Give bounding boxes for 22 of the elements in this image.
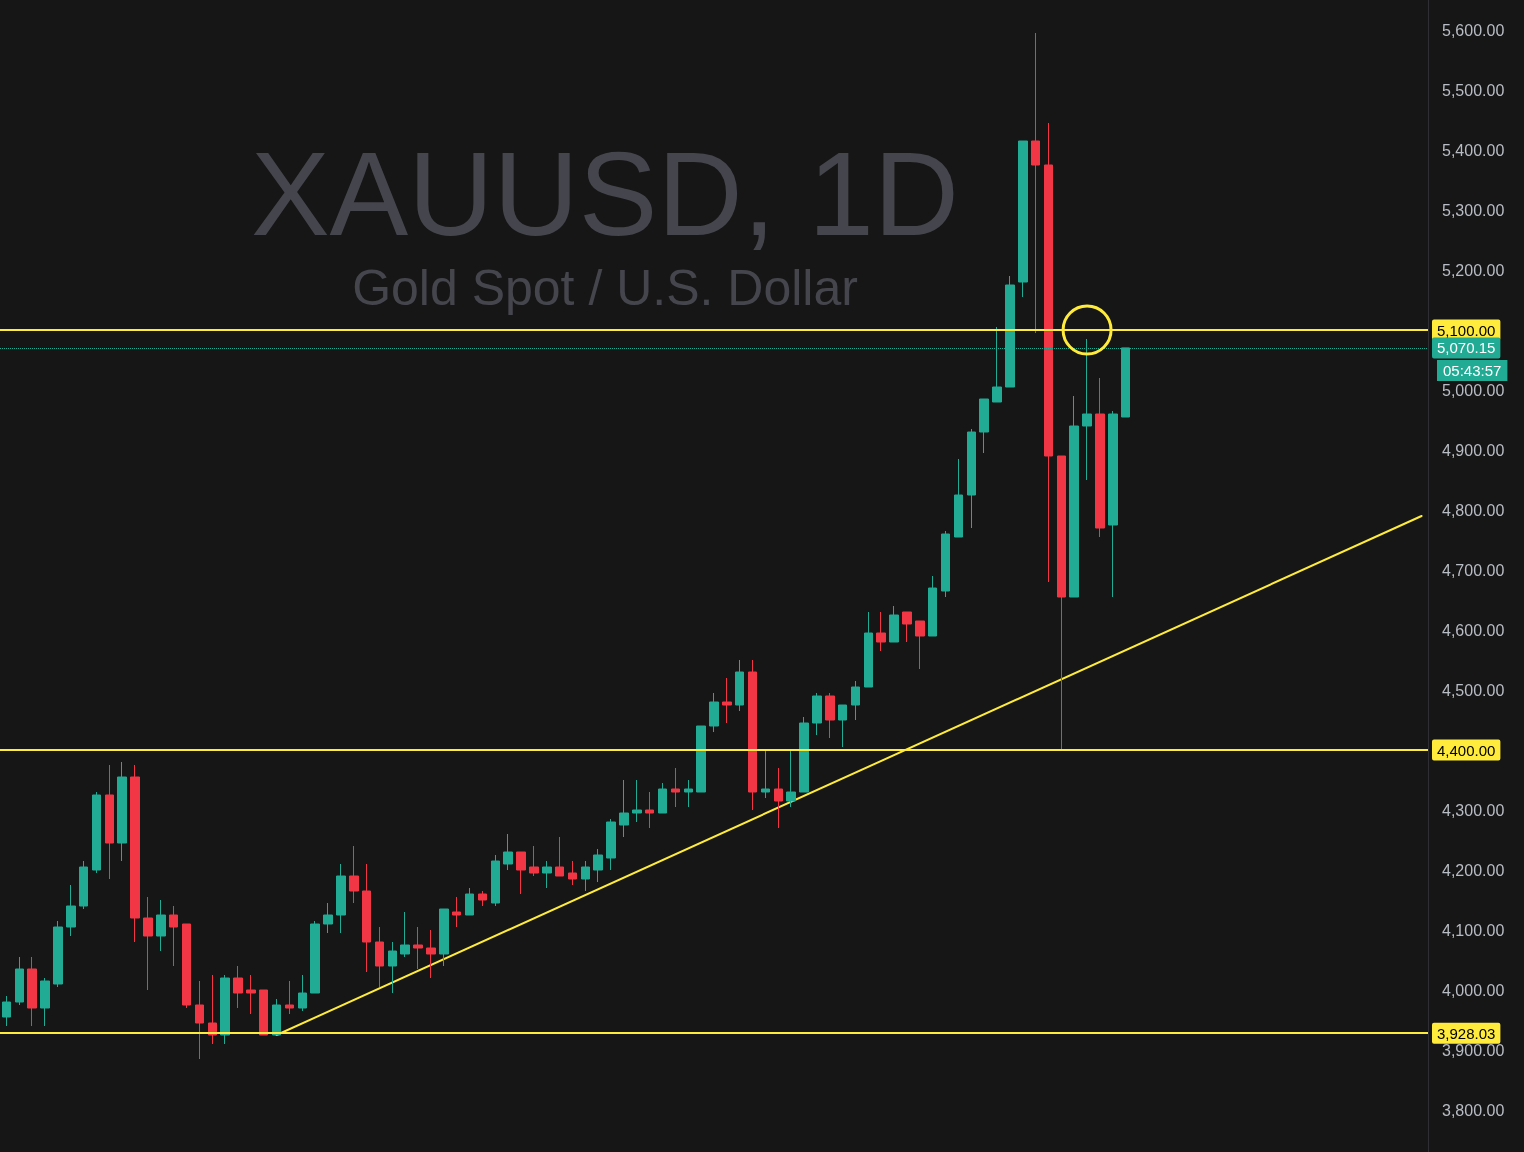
y-tick-label: 5,500.00	[1442, 81, 1505, 99]
y-tick-label: 5,400.00	[1442, 141, 1505, 159]
ref-line-label: 5,070.15	[1437, 339, 1496, 357]
y-tick-label: 3,900.00	[1442, 1041, 1505, 1059]
y-tick-label: 3,800.00	[1442, 1101, 1505, 1119]
y-tick-label: 4,900.00	[1442, 441, 1505, 459]
y-tick-label: 4,200.00	[1442, 861, 1505, 879]
text: 05:43:57	[1443, 361, 1502, 379]
ref-line-label: 3,928.03	[1437, 1024, 1496, 1042]
ref-line-label: 4,400.00	[1437, 741, 1496, 759]
y-tick-label: 4,600.00	[1442, 621, 1505, 639]
y-tick-label: 5,600.00	[1442, 21, 1505, 39]
y-tick-label: 4,100.00	[1442, 921, 1505, 939]
y-tick-label: 4,700.00	[1442, 561, 1505, 579]
y-tick-label: 5,000.00	[1442, 381, 1505, 399]
y-tick-label: 5,300.00	[1442, 201, 1505, 219]
y-tick-label: 5,200.00	[1442, 261, 1505, 279]
ref-line-label: 5,100.00	[1437, 321, 1496, 339]
y-tick-label: 4,300.00	[1442, 801, 1505, 819]
y-tick-label: 4,500.00	[1442, 681, 1505, 699]
y-tick-label: 4,000.00	[1442, 981, 1505, 999]
y-tick-label: 4,800.00	[1442, 501, 1505, 519]
